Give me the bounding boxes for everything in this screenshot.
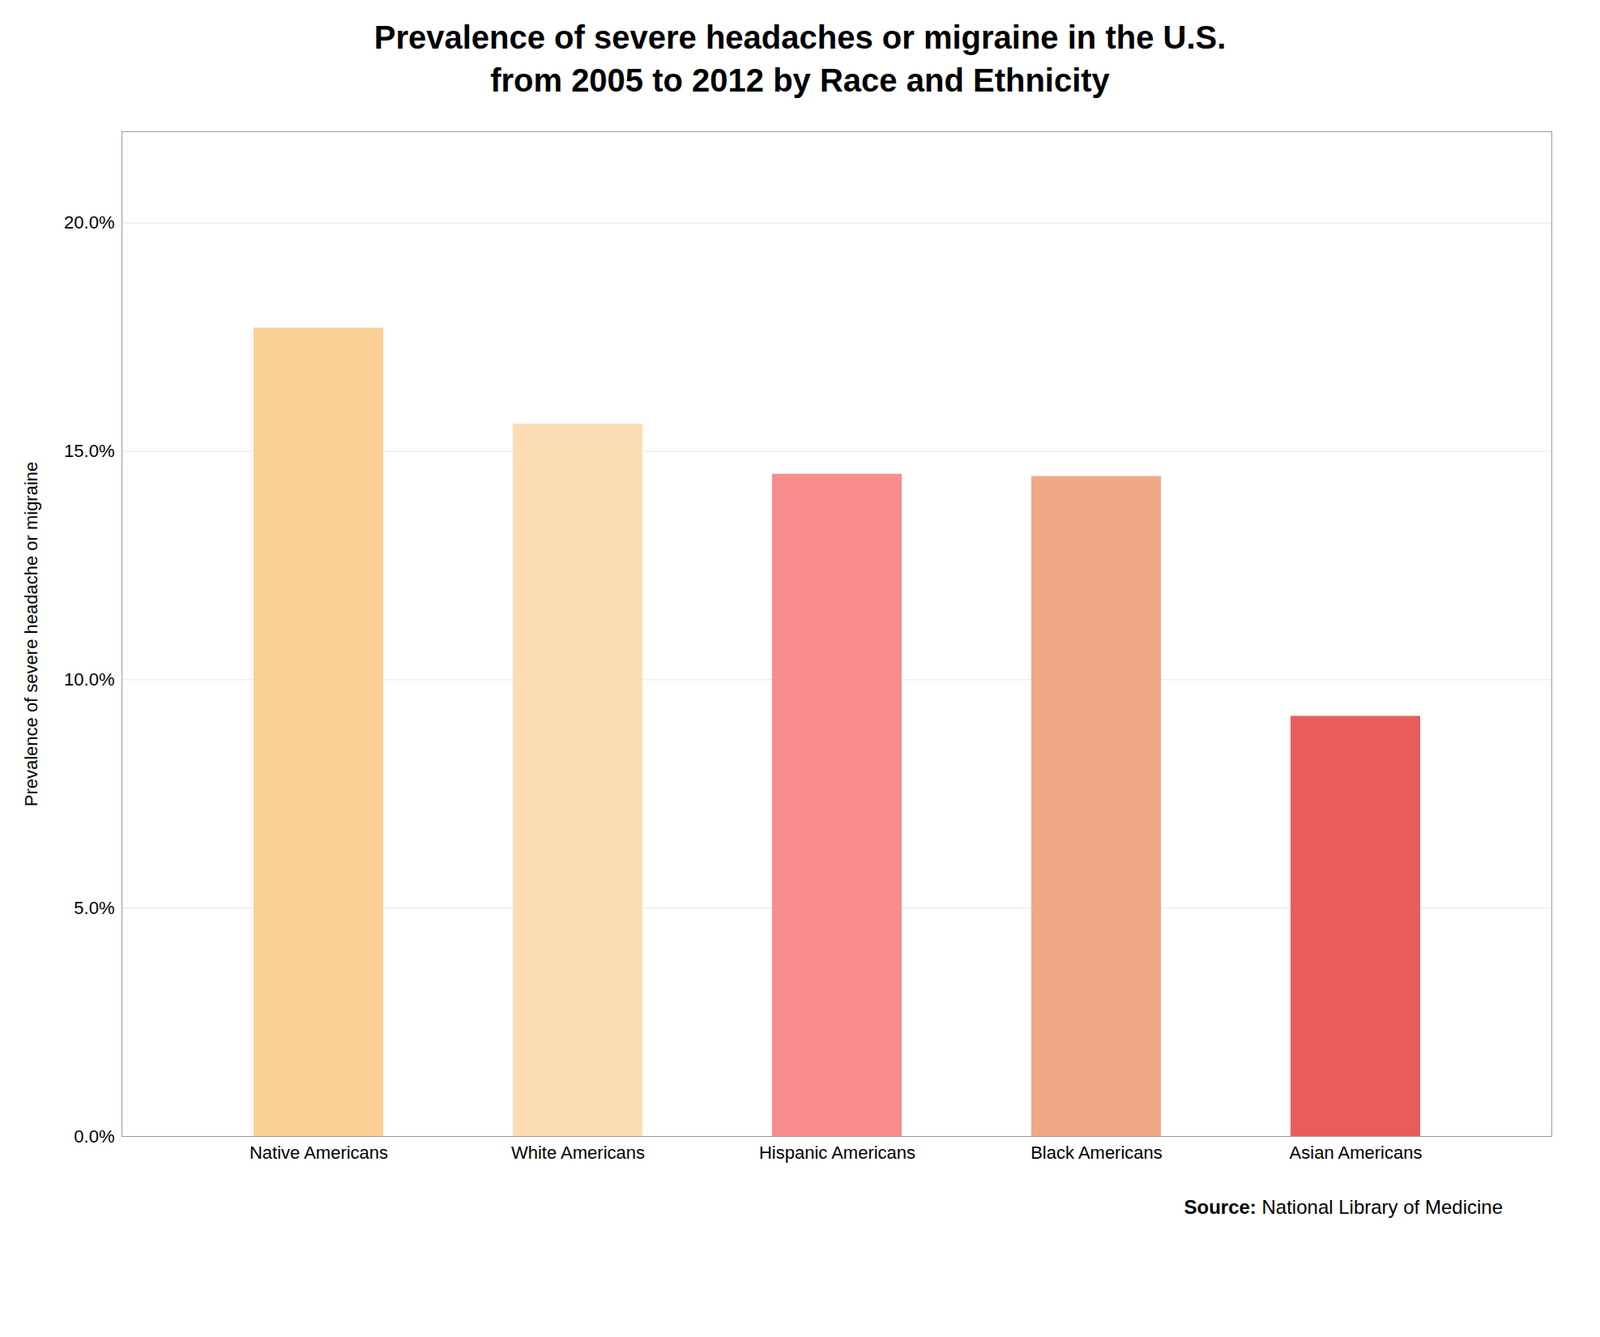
svg-text:Native Americans: Native Americans <box>249 1142 389 1163</box>
html-text:Prevalence of severe headaches: Prevalence of severe headaches or migrai… <box>374 19 1226 56</box>
svg-text:Asian Americans: Asian Americans <box>1289 1142 1423 1163</box>
svg-text:10.0%: 10.0% <box>64 669 115 690</box>
html-text:from 2005 to 2012 by Race and: from 2005 to 2012 by Race and Ethnicity <box>490 62 1110 99</box>
svg-text:5.0%: 5.0% <box>73 897 115 918</box>
html-text:Source: National Library of Me: Source: National Library of Medicine <box>1184 1195 1503 1218</box>
svg-text:20.0%: 20.0% <box>64 212 115 233</box>
svg-text:White Americans: White Americans <box>511 1142 645 1163</box>
svg-text:Black Americans: Black Americans <box>1030 1142 1163 1163</box>
svg-text:Hispanic Americans: Hispanic Americans <box>759 1142 916 1163</box>
svg-text:Prevalence of severe headache: Prevalence of severe headache or migrain… <box>21 461 42 807</box>
svg-text:15.0%: 15.0% <box>64 440 115 461</box>
svg-text:0.0%: 0.0% <box>73 1126 115 1147</box>
